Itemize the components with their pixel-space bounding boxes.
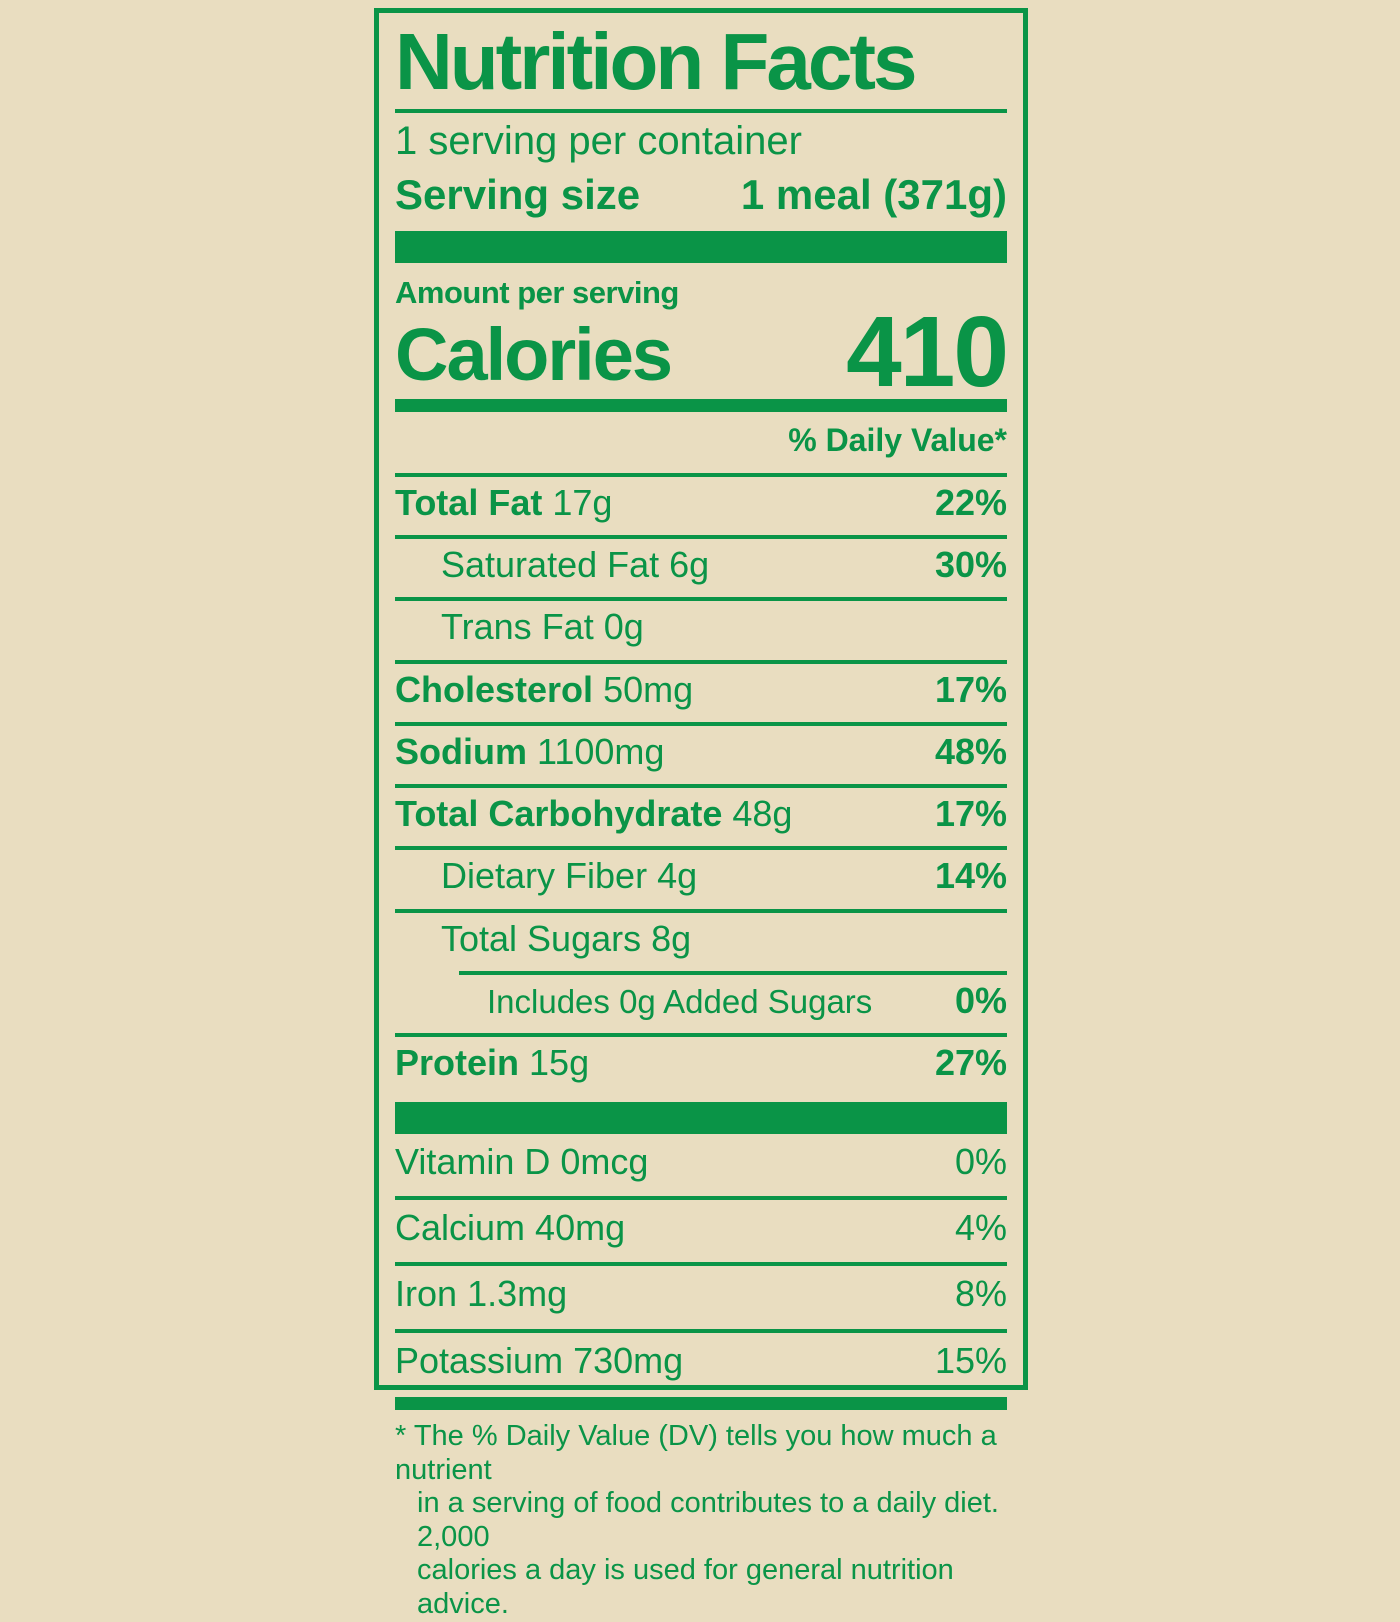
nutrient-dv: 0% (954, 980, 1007, 1022)
footnote-line: * The % Daily Value (DV) tells you how m… (395, 1419, 997, 1486)
nutrient-name: Sodium (395, 730, 527, 772)
nutrient-amount: 1100mg (537, 730, 665, 772)
title-divider (395, 108, 1007, 113)
nutrition-facts-panel: Nutrition Facts 1 serving per container … (374, 8, 1028, 1620)
nutrient-row-cholesterol: Cholesterol 50mg 17% (395, 664, 1007, 716)
nutrition-facts-title: Nutrition Facts (395, 17, 917, 106)
nutrient-row-protein: Protein 15g 27% (395, 1037, 1007, 1089)
nutrient-amount: 48g (732, 793, 793, 835)
divider (395, 1328, 1007, 1333)
nutrient-amount: 0g (603, 606, 644, 648)
vitamin-name: Calcium (395, 1207, 526, 1249)
calories-label: Calories (395, 313, 673, 397)
divider (395, 1033, 1007, 1038)
section-bar-middle (395, 1101, 1007, 1134)
nutrient-dv: 27% (934, 1042, 1007, 1084)
serving-size-value: 1 meal (371g) (740, 170, 1007, 218)
divider (395, 1262, 1007, 1267)
nutrient-dv: 14% (934, 855, 1007, 897)
vitamin-row-iron: Iron 1.3mg 8% (395, 1266, 1007, 1322)
daily-value-footnote: * The % Daily Value (DV) tells you how m… (395, 1420, 1007, 1622)
nutrient-row-total-fat: Total Fat 17g 22% (395, 477, 1007, 529)
vitamin-dv: 0% (954, 1140, 1007, 1182)
serving-size-row: Serving size 1 meal (371g) (395, 171, 1007, 219)
calories-value: 410 (846, 295, 1009, 408)
nutrient-dv: 30% (934, 543, 1007, 585)
nutrient-row-total-sugars: Total Sugars 8g (395, 913, 1007, 965)
vitamin-row-vitamin-d: Vitamin D 0mcg 0% (395, 1134, 1007, 1190)
vitamin-amount: 0mcg (560, 1140, 649, 1182)
serving-size-label: Serving size (395, 170, 641, 218)
vitamin-dv: 4% (954, 1207, 1007, 1249)
nutrient-amount: 8g (651, 917, 692, 959)
footnote-line: in a serving of food contributes to a da… (417, 1487, 999, 1553)
vitamin-row-calcium: Calcium 40mg 4% (395, 1200, 1007, 1256)
divider (395, 534, 1007, 539)
vitamin-name: Iron (395, 1273, 458, 1315)
nutrient-row-trans-fat: Trans Fat 0g (395, 601, 1007, 653)
nutrient-row-dietary-fiber: Dietary Fiber 4g 14% (395, 850, 1007, 902)
vitamin-dv: 15% (934, 1339, 1007, 1381)
vitamin-name: Vitamin D (395, 1140, 551, 1182)
vitamin-name: Potassium (395, 1339, 564, 1381)
nutrient-row-sodium: Sodium 1100mg 48% (395, 726, 1007, 778)
vitamins-section: Vitamin D 0mcg 0% Calcium 40mg 4% Iron 1… (395, 1134, 1007, 1389)
nutrient-dv: 22% (934, 481, 1007, 523)
section-bar-top (395, 230, 1007, 263)
nutrient-amount: 6g (669, 543, 710, 585)
nutrient-name: Saturated Fat (441, 543, 660, 585)
amount-per-serving-label: Amount per serving (395, 274, 679, 310)
divider (395, 597, 1007, 602)
daily-value-header: % Daily Value* (788, 421, 1007, 458)
nutrient-row-saturated-fat: Saturated Fat 6g 30% (395, 539, 1007, 591)
vitamin-amount: 1.3mg (467, 1273, 568, 1315)
nutrient-amount: 4g (657, 855, 698, 897)
calories-row: Calories 410 (395, 295, 1009, 408)
divider (395, 721, 1007, 726)
nutrient-name: Trans Fat (441, 606, 594, 648)
servings-per-container: 1 serving per container (395, 118, 802, 163)
divider (395, 659, 1007, 664)
vitamin-row-potassium: Potassium 730mg 15% (395, 1333, 1007, 1389)
divider (395, 784, 1007, 789)
nutrient-name: Dietary Fiber (441, 855, 648, 897)
nutrient-name: Includes 0g Added Sugars (487, 983, 873, 1021)
divider (395, 846, 1007, 851)
nutrient-row-total-carbohydrate: Total Carbohydrate 48g 17% (395, 788, 1007, 840)
nutrient-row-added-sugars: Includes 0g Added Sugars 0% (395, 975, 1007, 1027)
footnote-line: calories a day is used for general nutri… (417, 1554, 954, 1621)
nutrient-name: Total Fat (395, 481, 543, 523)
vitamin-dv: 8% (954, 1273, 1007, 1315)
vitamin-amount: 730mg (573, 1339, 684, 1381)
nutrient-amount: 15g (529, 1042, 590, 1084)
vitamin-amount: 40mg (535, 1207, 626, 1249)
nutrient-name: Total Sugars (441, 917, 642, 959)
nutrient-name: Total Carbohydrate (395, 793, 723, 835)
nutrient-amount: 17g (552, 481, 613, 523)
nutrient-amount: 50mg (603, 668, 694, 710)
divider (395, 1196, 1007, 1201)
calories-divider-bar (395, 398, 1007, 412)
section-bar-bottom (395, 1396, 1007, 1410)
nutrient-name: Protein (395, 1042, 520, 1084)
nutrient-dv: 17% (934, 668, 1007, 710)
nutrient-dv: 17% (934, 793, 1007, 835)
divider (395, 472, 1007, 477)
nutrient-name: Cholesterol (395, 668, 594, 710)
nutrient-dv: 48% (934, 730, 1007, 772)
divider-indented (459, 971, 1007, 976)
divider (395, 908, 1007, 913)
